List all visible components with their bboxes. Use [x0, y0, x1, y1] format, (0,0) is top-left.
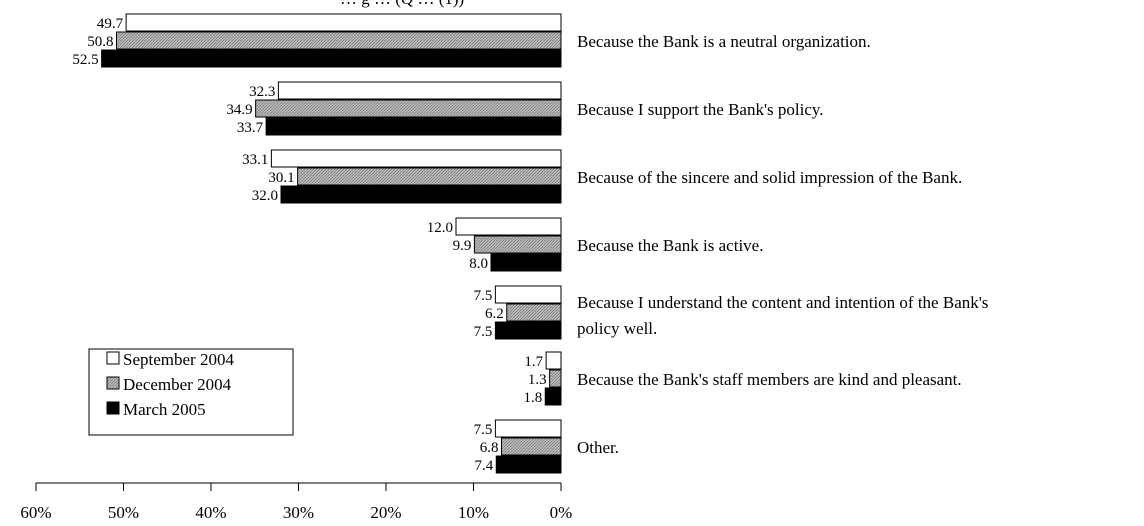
category-label: Because the Bank is a neutral organizati…	[577, 32, 871, 51]
x-tick-label: 20%	[370, 503, 401, 522]
value-label: 7.5	[474, 288, 493, 304]
bar-3-1	[101, 49, 562, 68]
category-label: Because I support the Bank's policy.	[577, 100, 824, 119]
category-label: Because I understand the content and int…	[577, 293, 988, 312]
bar-2-4	[473, 235, 562, 254]
value-label: 1.8	[524, 390, 543, 406]
value-label: 34.9	[226, 102, 252, 118]
bar-1-5	[494, 285, 562, 304]
value-label: 33.7	[237, 120, 264, 136]
legend: September 2004 December 2004 March 2005	[88, 348, 294, 436]
value-label: 32.0	[252, 188, 278, 204]
bar-1-6	[545, 351, 562, 370]
bar-3-5	[494, 321, 562, 340]
value-label: 6.8	[480, 440, 499, 456]
value-label: 7.5	[474, 422, 493, 438]
value-label: 30.1	[268, 170, 294, 186]
bar-3-7	[495, 455, 562, 474]
x-tick-label: 30%	[283, 503, 314, 522]
category-label: Because the Bank is active.	[577, 236, 763, 255]
legend-label: December 2004	[123, 375, 232, 394]
value-label: 12.0	[427, 220, 453, 236]
legend-box	[88, 348, 294, 436]
value-label: 32.3	[249, 84, 275, 100]
bar-2-6	[549, 369, 562, 388]
value-label: 33.1	[242, 152, 268, 168]
x-axis: 60% 50% 40% 30% 20% 10% 0%	[20, 482, 573, 522]
bar-3-2	[265, 117, 562, 136]
bar-3-4	[490, 253, 562, 272]
x-tick-label: 0%	[550, 503, 573, 522]
x-tick-label: 40%	[195, 503, 226, 522]
value-label: 1.7	[524, 354, 543, 370]
x-tick-label: 50%	[108, 503, 139, 522]
x-tick-label: 60%	[20, 503, 51, 522]
bar-1-4	[455, 217, 562, 236]
value-label: 7.4	[475, 458, 494, 474]
bar-1-1	[125, 13, 562, 32]
bar-1-7	[494, 419, 562, 438]
bar-2-7	[501, 437, 562, 456]
value-label: 6.2	[485, 306, 504, 322]
category-label: Because the Bank's staff members are kin…	[577, 370, 962, 389]
bars-layer: 49.7 32.3 33.1 12.0 7.5 1.7 7.5 50.8 34.9 30.1 9.9…	[72, 13, 562, 474]
chart-title: … g … (Q … (1))	[340, 0, 464, 8]
bar-2-5	[506, 303, 562, 322]
bar-3-3	[280, 185, 562, 204]
value-label: 50.8	[87, 34, 113, 50]
bar-3-6	[544, 387, 562, 406]
category-labels: Because the Bank is a neutral organizati…	[577, 32, 988, 457]
legend-label: March 2005	[123, 400, 206, 419]
category-label: policy well.	[577, 319, 657, 338]
bar-2-1	[116, 31, 562, 50]
bar-1-3	[270, 149, 562, 168]
legend-swatch	[106, 376, 120, 390]
bar-1-2	[277, 81, 562, 100]
value-label: 9.9	[453, 238, 472, 254]
legend-label: September 2004	[123, 350, 234, 369]
category-label: Because of the sincere and solid impress…	[577, 168, 962, 187]
legend-swatch	[106, 401, 120, 415]
legend-swatch	[106, 351, 120, 365]
bar-2-3	[297, 167, 562, 186]
value-label: 1.3	[528, 372, 547, 388]
value-label: 7.5	[474, 324, 493, 340]
x-tick-label: 10%	[458, 503, 489, 522]
value-label: 8.0	[469, 256, 488, 272]
value-label: 49.7	[97, 16, 124, 32]
value-label: 52.5	[72, 52, 98, 68]
bar-2-2	[255, 99, 562, 118]
category-label: Other.	[577, 438, 619, 457]
